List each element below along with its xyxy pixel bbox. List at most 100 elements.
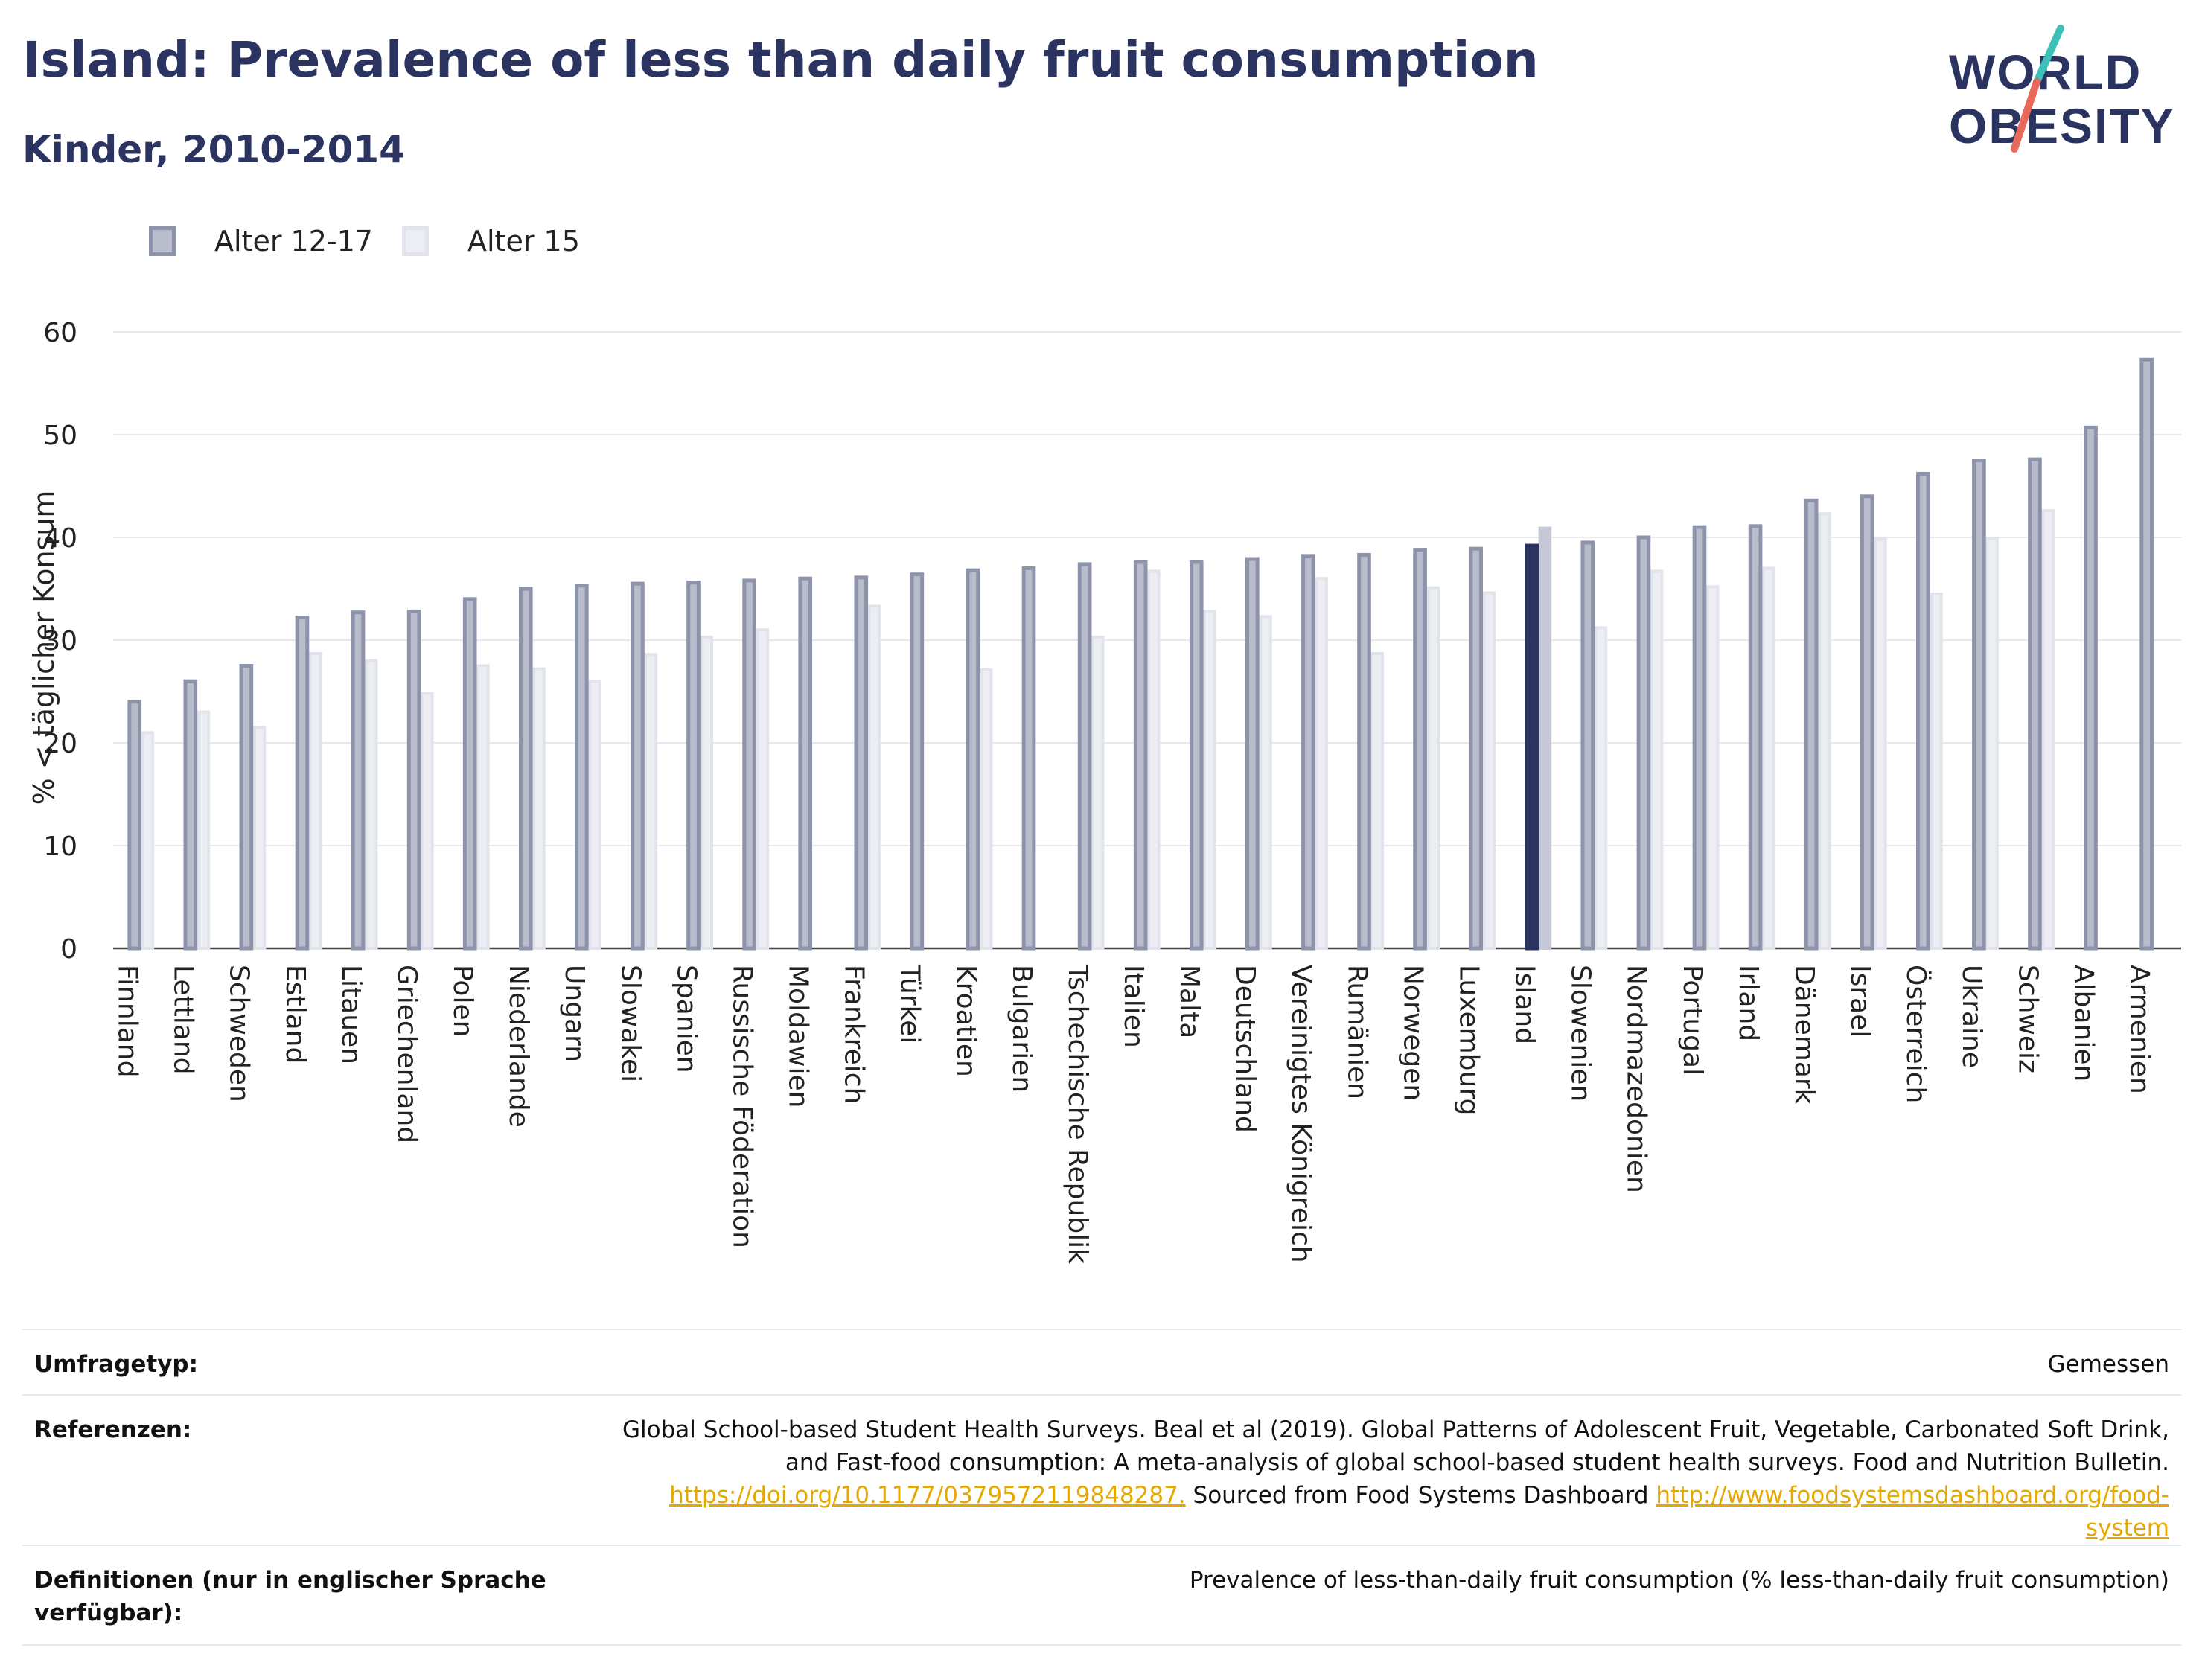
bar-alter-12-17[interactable] [575,584,589,951]
world-obesity-logo: WORLD OBESITY [1949,25,2174,153]
bar-alter-12-17[interactable] [1636,535,1651,951]
bar-alter-15[interactable] [252,726,267,950]
bar-alter-15[interactable] [979,668,993,951]
bar-alter-12-17[interactable] [1357,552,1371,951]
bar-alter-12-17[interactable] [1525,543,1539,951]
bar-alter-15[interactable] [197,710,211,950]
x-tick-label: Albanien [2068,965,2099,1082]
definitions-label-line-1: Definitionen (nur in englischer Sprache [34,1567,546,1594]
footer-row-definitions: Definitionen (nur in englischer Sprache … [22,1545,2181,1646]
bar-alter-15[interactable] [364,659,378,950]
bar-alter-12-17[interactable] [1580,540,1595,951]
x-tick-label: Estland [280,965,310,1064]
bar-alter-12-17[interactable] [295,616,310,951]
reference-doi-link[interactable]: https://doi.org/10.1177/0379572119848287… [669,1482,1186,1509]
legend-label-series-a: Alter 12-17 [214,225,373,258]
bar-alter-12-17[interactable] [798,576,813,951]
bar-alter-15[interactable] [1650,569,1664,950]
x-tick-label: Kroatien [951,965,981,1077]
x-tick-label: Schweden [224,965,255,1102]
bar-alter-15[interactable] [1259,615,1272,950]
bar-alter-15[interactable] [756,628,770,950]
y-tick-label: 30 [43,626,77,657]
x-tick-label: Nordmazedonien [1621,965,1652,1193]
reference-dashboard-link[interactable]: http://www.foodsystemsdashboard.org/food… [1656,1482,2169,1509]
bar-alter-12-17[interactable] [1021,566,1036,951]
bar-alter-12-17[interactable] [2139,357,2154,951]
bar-alter-12-17[interactable] [2084,425,2098,951]
bar-alter-12-17[interactable] [2028,457,2042,951]
bar-alter-12-17[interactable] [1413,548,1427,951]
bar-alter-12-17[interactable] [351,610,366,951]
bar-alter-15[interactable] [1482,591,1496,950]
bar-alter-15[interactable] [588,680,601,950]
reference-dashboard-link-cont[interactable]: system [2085,1515,2169,1542]
bar-alter-15[interactable] [532,667,546,950]
bar-alter-12-17[interactable] [1748,524,1763,951]
bar-alter-15[interactable] [1091,635,1105,950]
bar-alter-12-17[interactable] [966,568,980,951]
bar-alter-15[interactable] [1594,626,1608,950]
bar-alter-15[interactable] [867,604,881,950]
bar-alter-15[interactable] [1203,610,1216,950]
bar-alter-12-17[interactable] [1692,525,1707,951]
bar-alter-15[interactable] [1874,537,1887,950]
bar-alter-12-17[interactable] [1189,560,1204,951]
bar-alter-12-17[interactable] [239,664,254,951]
bar-alter-12-17[interactable] [127,700,142,951]
bar-alter-15[interactable] [1817,512,1831,950]
definitions-label-line-2: verfügbar): [34,1600,183,1626]
bar-alter-15[interactable] [1147,569,1161,950]
bar-alter-15[interactable] [1370,651,1384,950]
x-tick-label: Island [1510,965,1540,1044]
footer-label-references: Referenzen: [34,1416,192,1443]
bar-alter-15[interactable] [1930,592,1943,950]
bar-alter-12-17[interactable] [1972,459,1986,951]
bar-alter-12-17[interactable] [1915,471,1930,951]
bar-alter-15[interactable] [700,635,713,950]
bar-alter-15[interactable] [1538,526,1552,950]
bar-alter-12-17[interactable] [854,575,869,951]
bar-alter-12-17[interactable] [1245,557,1260,951]
bar-alter-12-17[interactable] [518,587,533,951]
logo-slash-teal [2033,25,2064,86]
bar-alter-15[interactable] [1426,586,1440,950]
bar-alter-15[interactable] [1761,566,1775,950]
x-tick-label: Schweiz [2012,965,2043,1073]
legend-swatch-series-b [402,226,429,256]
y-tick-label: 60 [43,318,77,348]
bar-alter-15[interactable] [141,731,155,950]
x-tick-label: Frankreich [839,965,869,1104]
reference-sourced-text: Sourced from Food Systems Dashboard [1185,1482,1656,1509]
bar-alter-12-17[interactable] [686,581,701,951]
bar-alter-12-17[interactable] [1133,560,1148,951]
x-tick-label: Armenien [2124,965,2154,1094]
bar-alter-15[interactable] [420,692,434,950]
bar-alter-12-17[interactable] [631,581,645,951]
x-tick-label: Malta [1174,965,1204,1038]
bar-alter-15[interactable] [1315,577,1328,950]
x-tick-label: Moldawien [783,965,814,1108]
bar-alter-15[interactable] [308,651,322,950]
bar-alter-12-17[interactable] [910,572,925,951]
bar-alter-12-17[interactable] [406,609,421,951]
bar-alter-15[interactable] [1985,537,1999,950]
legend-label-series-b: Alter 15 [467,225,580,258]
bar-alter-12-17[interactable] [1301,554,1315,951]
bar-alter-12-17[interactable] [183,679,198,951]
bar-alter-15[interactable] [2041,509,2055,950]
bar-alter-12-17[interactable] [1860,494,1874,951]
y-tick-label: 0 [60,934,77,965]
bar-alter-15[interactable] [644,653,657,950]
bar-alter-12-17[interactable] [742,578,756,951]
x-tick-label: Italien [1118,965,1149,1048]
x-tick-label: Griechenland [392,965,422,1143]
bar-alter-15[interactable] [1705,585,1720,950]
bar-alter-12-17[interactable] [1077,562,1092,951]
bar-alter-12-17[interactable] [1804,498,1819,951]
bar-alter-12-17[interactable] [1469,546,1483,951]
bar-alter-12-17[interactable] [462,597,477,951]
bar-alter-15[interactable] [476,664,490,950]
x-tick-labels: Finnland Lettland Schweden Estland Litauen Gr… [112,964,2155,1264]
x-tick-label: Tschechische Republik [1062,964,1093,1264]
